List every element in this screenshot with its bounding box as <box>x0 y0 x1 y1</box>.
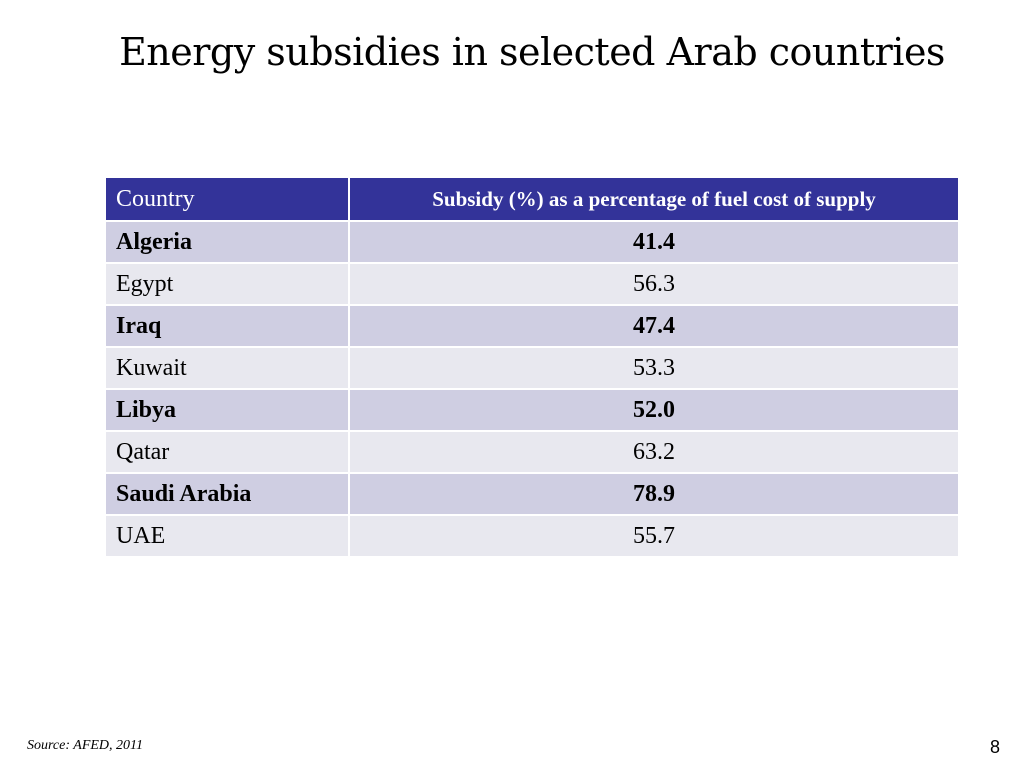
country-cell: Algeria <box>104 220 350 264</box>
table-header-row: Country Subsidy (%) as a percentage of f… <box>104 176 960 222</box>
country-cell: UAE <box>104 514 350 558</box>
table-row: Algeria 41.4 <box>104 220 960 264</box>
table-row: Saudi Arabia 78.9 <box>104 472 960 516</box>
table-row: Iraq 47.4 <box>104 304 960 348</box>
country-cell: Iraq <box>104 304 350 348</box>
country-cell: Qatar <box>104 430 350 474</box>
table-header: Country Subsidy (%) as a percentage of f… <box>104 176 960 222</box>
table-row: Egypt 56.3 <box>104 262 960 306</box>
country-cell: Libya <box>104 388 350 432</box>
subsidy-value-cell: 47.4 <box>348 304 960 348</box>
header-country: Country <box>104 176 350 222</box>
subsidy-table: Country Subsidy (%) as a percentage of f… <box>104 176 960 558</box>
subsidy-value-cell: 53.3 <box>348 346 960 390</box>
subsidy-value-cell: 55.7 <box>348 514 960 558</box>
country-cell: Kuwait <box>104 346 350 390</box>
header-subsidy: Subsidy (%) as a percentage of fuel cost… <box>348 176 960 222</box>
subsidy-value-cell: 56.3 <box>348 262 960 306</box>
source-note: Source: AFED, 2011 <box>27 738 143 753</box>
table-row: Qatar 63.2 <box>104 430 960 474</box>
subsidy-value-cell: 52.0 <box>348 388 960 432</box>
subsidy-value-cell: 78.9 <box>348 472 960 516</box>
table-row: Libya 52.0 <box>104 388 960 432</box>
country-cell: Saudi Arabia <box>104 472 350 516</box>
table-row: UAE 55.7 <box>104 514 960 558</box>
page-number: 8 <box>989 737 1000 757</box>
table-row: Kuwait 53.3 <box>104 346 960 390</box>
country-cell: Egypt <box>104 262 350 306</box>
subsidy-value-cell: 63.2 <box>348 430 960 474</box>
slide-title: Energy subsidies in selected Arab countr… <box>119 30 945 74</box>
subsidy-value-cell: 41.4 <box>348 220 960 264</box>
table-body: Algeria 41.4 Egypt 56.3 Iraq 47.4 Kuwait… <box>104 220 960 558</box>
